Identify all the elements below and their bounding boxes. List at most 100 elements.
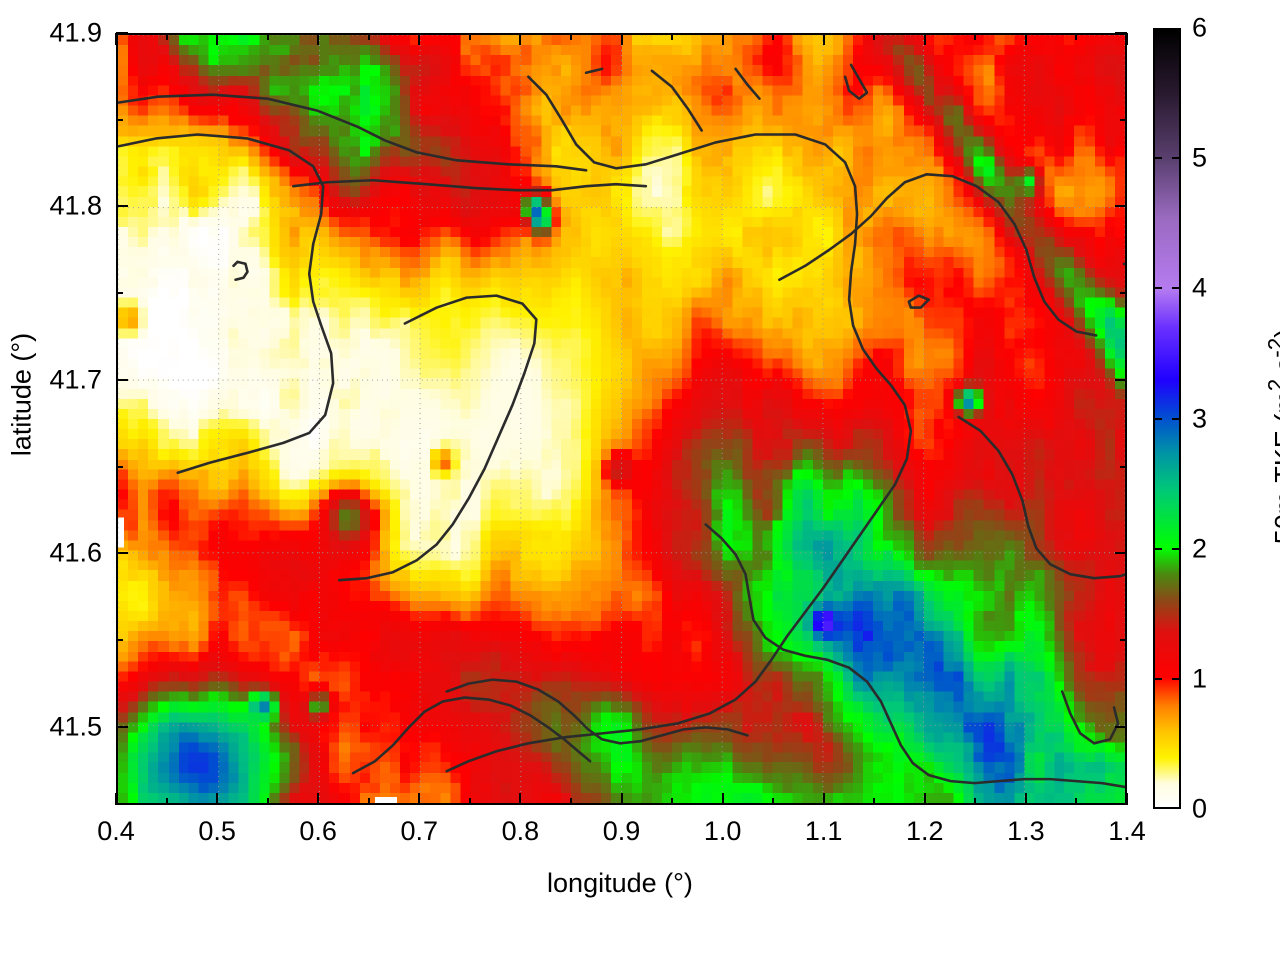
x-axis-tick (266, 798, 269, 805)
contour-lines (118, 63, 1125, 789)
x-axis-tick (115, 33, 117, 45)
x-axis-tick (317, 793, 320, 805)
colorbar-tick-label: 2 (1192, 533, 1208, 564)
y-axis-tick (116, 725, 128, 728)
x-axis-tick (620, 33, 623, 45)
y-tick-label: 41.8 (49, 190, 102, 221)
y-axis-tick (1120, 465, 1127, 468)
x-axis-tick (367, 33, 370, 40)
y-axis-tick (1115, 725, 1127, 728)
y-axis-tick (116, 32, 128, 34)
contour-path (1060, 690, 1120, 745)
y-axis-tick (116, 292, 123, 295)
contour-path (445, 75, 913, 773)
contour-path (232, 260, 249, 282)
y-tick-label: 41.9 (49, 17, 102, 48)
x-tick-label: 1.1 (804, 816, 843, 846)
colorbar-tick-label: 3 (1192, 403, 1208, 433)
y-axis-tick (116, 465, 123, 468)
x-axis-tick (873, 798, 876, 805)
x-tick-label: 0.7 (400, 816, 439, 846)
y-axis-tick (116, 552, 128, 555)
x-axis-tick (721, 33, 724, 45)
x-axis-tick (1126, 793, 1128, 805)
colorbar-tick (1153, 417, 1162, 420)
x-axis-tick (620, 793, 623, 805)
y-axis-tick (1115, 32, 1127, 34)
y-axis-tick (1115, 205, 1127, 208)
x-axis-title: longitude (°) (547, 868, 693, 898)
y-axis-tick (1115, 378, 1127, 381)
x-axis-tick (519, 793, 522, 805)
x-axis-tick (974, 798, 977, 805)
x-tick-label: 1.4 (1108, 816, 1146, 846)
x-axis-tick (1075, 33, 1078, 40)
x-axis-tick (165, 798, 168, 805)
contour-path (843, 63, 869, 100)
x-axis-tick (772, 33, 775, 40)
contour-path (337, 294, 538, 582)
grid-lines (118, 35, 1125, 803)
x-axis-tick (115, 793, 117, 805)
y-axis-tick (116, 205, 128, 208)
x-tick-label: 0.9 (602, 816, 641, 846)
contour-path (351, 696, 592, 775)
y-axis-tick (116, 118, 123, 121)
x-tick-label: 0.6 (299, 816, 337, 846)
x-axis-tick (216, 33, 219, 45)
contour-path (445, 678, 749, 745)
x-axis-tick (468, 33, 471, 40)
contour-path (1122, 262, 1125, 266)
colorbar-tick-label: 5 (1192, 142, 1208, 173)
colorbar-tick (1172, 157, 1181, 160)
x-tick-label: 1.0 (703, 816, 742, 846)
contour-path (584, 67, 604, 75)
colorbar-tick-label: 0 (1192, 793, 1208, 824)
y-tick-label: 41.5 (49, 711, 102, 742)
x-axis-tick (367, 798, 370, 805)
x-axis-tick (216, 793, 219, 805)
x-axis-tick (468, 798, 471, 805)
x-axis-tick (1024, 793, 1027, 805)
colorbar-tick-label: 6 (1192, 12, 1208, 43)
contour-path (650, 69, 703, 132)
x-axis-tick (569, 33, 572, 40)
x-tick-label: 0.5 (198, 816, 236, 846)
x-axis-tick (822, 33, 825, 45)
contour-path (907, 294, 931, 309)
x-axis-tick (873, 33, 876, 40)
x-axis-tick (671, 798, 674, 805)
contour-path (292, 178, 648, 192)
x-axis-tick (1126, 33, 1128, 45)
colorbar-tick (1153, 677, 1162, 680)
x-axis-tick (418, 793, 421, 805)
contour-path (957, 415, 1125, 580)
colorbar-title: 50m-TKE (m2 s-2) (1263, 329, 1280, 545)
y-axis-title: latitude (°) (6, 332, 37, 457)
y-tick-label: 41.6 (49, 537, 102, 568)
x-axis-tick (822, 793, 825, 805)
x-axis-tick (671, 33, 674, 40)
x-axis-tick (266, 33, 269, 40)
x-axis-tick (974, 33, 977, 40)
x-axis-tick (317, 33, 320, 45)
x-axis-tick (721, 793, 724, 805)
colorbar-tick (1172, 287, 1181, 290)
y-axis-tick (116, 639, 123, 642)
x-tick-label: 0.4 (97, 816, 135, 846)
contour-path (704, 523, 1125, 789)
colorbar-tick-label: 4 (1192, 272, 1208, 303)
x-axis-tick (569, 798, 572, 805)
y-axis-tick (1120, 292, 1127, 295)
colorbar-tick-label: 1 (1192, 663, 1208, 694)
x-axis-tick (923, 793, 926, 805)
x-axis-tick (519, 33, 522, 45)
contour-path (778, 172, 1098, 337)
y-tick-label: 41.7 (49, 364, 102, 395)
x-axis-tick (1075, 798, 1078, 805)
colorbar-tick (1172, 547, 1181, 550)
x-axis-tick (418, 33, 421, 45)
contour-path (118, 93, 588, 172)
colorbar-tick (1153, 547, 1162, 550)
